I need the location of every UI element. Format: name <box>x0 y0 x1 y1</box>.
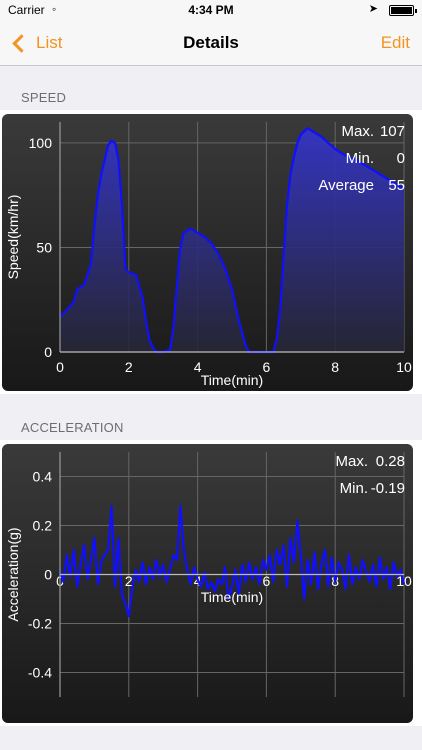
accel-x-tick-label: 2 <box>125 573 133 589</box>
status-bar: Carrier ◦ 4:34 PM ➤ <box>0 0 422 20</box>
speed-chart-panel: 0 2 4 6 8 10 0 50 100 Time(min) Speed(km/hr) 107 Max… <box>0 110 422 394</box>
speed-chart-background: 0 2 4 6 8 10 0 50 100 Time(min) Speed(km/hr) 107 Max… <box>2 114 413 391</box>
acceleration-chart-background: 0246810-0.4-0.200.20.4Time(min)Accelerat… <box>2 444 413 723</box>
wifi-icon: ◦ <box>52 2 57 16</box>
status-time: 4:34 PM <box>188 3 234 17</box>
speed-stat-value: 107 <box>380 123 405 140</box>
speed-stat-label: Max. <box>341 123 374 140</box>
speed-x-tick-label: 0 <box>56 359 64 375</box>
accel-y-tick-label: 0.4 <box>33 469 53 485</box>
speed-chart: 0 2 4 6 8 10050100Time(min)Speed(km/hr)107Max… <box>5 122 412 388</box>
accel-y-tick-label: 0.2 <box>33 518 53 534</box>
speed-x-tick-label: 2 <box>125 359 133 375</box>
accel-y-tick-label: -0.2 <box>28 616 52 632</box>
navigation-bar: List Details Edit <box>0 20 422 66</box>
location-arrow-icon: ➤ <box>368 3 378 15</box>
back-button[interactable]: List <box>10 30 62 56</box>
speed-x-tick-label: 10 <box>396 359 412 375</box>
carrier-label: Carrier <box>8 3 45 17</box>
accel-series-line <box>58 504 406 618</box>
accel-x-axis-label: Time(min) <box>201 589 263 605</box>
accel-stat-label: Max. <box>335 453 368 470</box>
back-button-label: List <box>36 33 63 52</box>
speed-y-tick-label: 50 <box>36 239 52 255</box>
speed-series-line <box>59 127 405 354</box>
acceleration-chart-panel: 0246810-0.4-0.200.20.4Time(min)Accelerat… <box>0 440 422 726</box>
accel-y-tick-label: 0 <box>44 567 52 583</box>
speed-stat-label: Average <box>318 177 374 194</box>
speed-stat-label: Min. <box>346 150 374 167</box>
accel-x-tick-label: 6 <box>263 573 271 589</box>
speed-section-header: SPEED <box>21 90 67 105</box>
acceleration-section-header: ACCELERATION <box>21 420 124 435</box>
accel-stat-label: Min. <box>340 480 368 497</box>
speed-x-tick-label: 6 <box>263 359 271 375</box>
speed-x-tick-label: 8 <box>331 359 339 375</box>
speed-y-tick-label: 0 <box>44 344 52 360</box>
speed-stat-value: 55 <box>388 177 405 194</box>
edit-button[interactable]: Edit <box>380 33 410 52</box>
acceleration-chart: 0246810-0.4-0.200.20.4Time(min)Accelerat… <box>5 452 412 697</box>
speed-y-tick-label: 100 <box>29 135 53 151</box>
accel-y-axis-label: Acceleration(g) <box>5 527 21 621</box>
accel-stat-value: -0.19 <box>371 480 405 497</box>
speed-x-tick-label: 4 <box>194 359 202 375</box>
speed-area-fill <box>60 128 404 352</box>
battery-icon <box>389 5 417 16</box>
speed-stat-value: 0 <box>397 150 405 167</box>
page-title: Details <box>183 33 239 52</box>
accel-stat-value: 0.28 <box>376 453 405 470</box>
accel-y-tick-label: -0.4 <box>28 665 52 681</box>
speed-x-axis-label: Time(min) <box>201 372 263 388</box>
speed-y-axis-label: Speed(km/hr) <box>5 195 21 280</box>
